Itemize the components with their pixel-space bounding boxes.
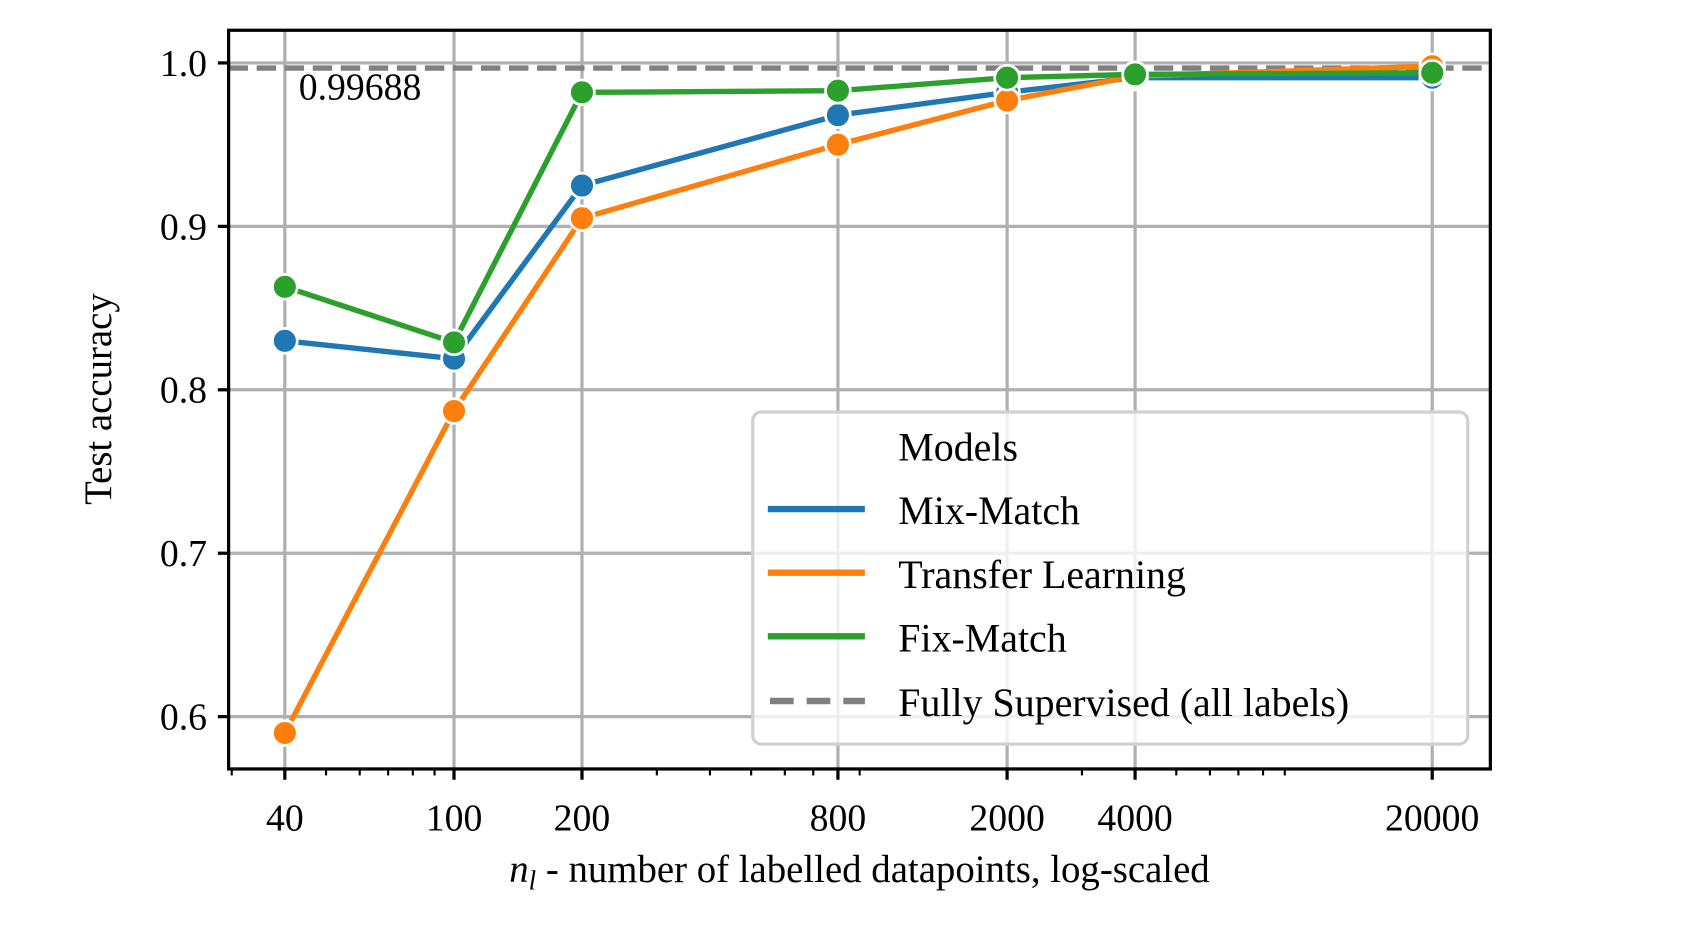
data-point [993,63,1021,92]
reference-line-group: 0.99688 [228,65,1491,108]
data-point [824,130,852,159]
legend-label-transfer-learning: Transfer Learning [898,552,1186,597]
legend-title: Models [898,425,1018,470]
data-point [1121,60,1149,89]
reference-line-label: 0.99688 [299,66,422,108]
data-point [440,328,468,357]
axes: 40 100 200 800 2000 4000 20000 0.6 0.7 0.8 0.9 1.0 [160,43,1480,840]
x-axis-label-var: n [509,848,528,891]
data-point [568,78,596,107]
x-axis-label: nl - number of labelled datapoints, log-… [509,848,1210,896]
legend-label-mix-match: Mix-Match [898,488,1080,533]
legend-frame [751,410,1470,746]
data-point [271,273,299,301]
y-tick-label: 1.0 [160,43,207,85]
data-point [568,204,596,232]
data-point [271,719,299,747]
x-tick-label: 200 [554,797,611,839]
data-point [824,101,852,129]
y-tick-label: 0.8 [160,370,207,412]
x-tick-label: 2000 [969,797,1044,839]
x-axis-label-text: - number of labelled datapoints, log-sca… [536,848,1210,891]
y-axis-label: Test accuracy [77,293,120,505]
data-point [271,327,299,355]
data-point [1418,58,1446,87]
x-tick-label: 20000 [1385,797,1479,839]
x-tick-label: 40 [266,797,304,839]
data-point [568,171,596,200]
series-lines [271,52,1446,747]
x-tick-label: 800 [810,797,867,839]
y-tick-label: 0.9 [160,206,207,248]
x-tick-label: 100 [426,797,483,839]
x-axis-label-sub: l [529,866,536,896]
x-tick-label: 4000 [1097,797,1172,839]
y-tick-label: 0.7 [160,533,207,575]
legend-label-fix-match: Fix-Match [898,615,1066,660]
series-fix-match [271,58,1446,357]
data-point [824,76,852,105]
data-point [993,86,1021,115]
legend: Models Mix-Match Transfer Learning Fix-M… [751,410,1470,746]
legend-label-fully-supervised: Fully Supervised (all labels) [898,680,1349,725]
data-point [440,397,468,425]
y-tick-label: 0.6 [160,697,207,739]
series-mix-match [271,63,1446,373]
series-line [284,74,1433,362]
